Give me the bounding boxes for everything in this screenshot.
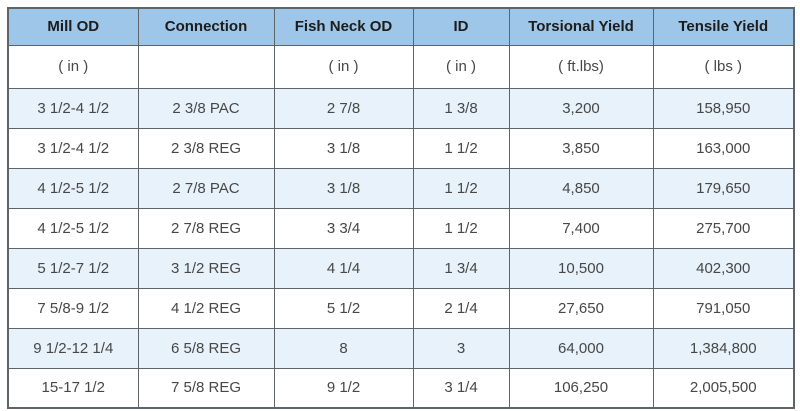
- table-cell: 4 1/2-5 1/2: [7, 207, 139, 249]
- table-cell: 5 1/2: [273, 287, 414, 329]
- table-cell: 9 1/2: [273, 367, 414, 409]
- table-cell: 7,400: [508, 207, 654, 249]
- column-header-mill-od: Mill OD: [7, 7, 139, 46]
- table-cell: 7 5/8-9 1/2: [7, 287, 139, 329]
- table-cell: 4,850: [508, 167, 654, 209]
- column-header-torsional-yield: Torsional Yield: [508, 7, 654, 46]
- table-cell: 4 1/2 REG: [137, 287, 275, 329]
- table-cell: 2 7/8: [273, 87, 414, 129]
- table-row: 4 1/2-5 1/2 2 7/8 PAC 3 1/8 1 1/2 4,850 …: [7, 167, 795, 209]
- table-cell: 6 5/8 REG: [137, 327, 275, 369]
- column-header-fish-neck-od: Fish Neck OD: [273, 7, 414, 46]
- column-header-id: ID: [412, 7, 510, 46]
- table-cell: 179,650: [652, 167, 795, 209]
- unit-cell-connection: [137, 44, 275, 89]
- table-cell: 3 1/2-4 1/2: [7, 127, 139, 169]
- table-row: 5 1/2-7 1/2 3 1/2 REG 4 1/4 1 3/4 10,500…: [7, 247, 795, 289]
- table-cell: 791,050: [652, 287, 795, 329]
- table-cell: 64,000: [508, 327, 654, 369]
- header-row: Mill OD Connection Fish Neck OD ID Torsi…: [7, 7, 795, 46]
- column-header-tensile-yield: Tensile Yield: [652, 7, 795, 46]
- table-cell: 2 7/8 PAC: [137, 167, 275, 209]
- table-row: 7 5/8-9 1/2 4 1/2 REG 5 1/2 2 1/4 27,650…: [7, 287, 795, 329]
- table-cell: 10,500: [508, 247, 654, 289]
- table-cell: 7 5/8 REG: [137, 367, 275, 409]
- table-cell: 4 1/4: [273, 247, 414, 289]
- table-cell: 402,300: [652, 247, 795, 289]
- unit-cell-mill-od: ( in ): [7, 44, 139, 89]
- unit-cell-torsional-yield: ( ft.lbs): [508, 44, 654, 89]
- table-row: 3 1/2-4 1/2 2 3/8 PAC 2 7/8 1 3/8 3,200 …: [7, 87, 795, 129]
- table-cell: 1 1/2: [412, 207, 510, 249]
- table-row: 9 1/2-12 1/4 6 5/8 REG 8 3 64,000 1,384,…: [7, 327, 795, 369]
- table-cell: 2 7/8 REG: [137, 207, 275, 249]
- table-cell: 2 3/8 PAC: [137, 87, 275, 129]
- table-cell: 1 3/8: [412, 87, 510, 129]
- table-cell: 8: [273, 327, 414, 369]
- mill-spec-table: Mill OD Connection Fish Neck OD ID Torsi…: [7, 7, 795, 409]
- table-cell: 163,000: [652, 127, 795, 169]
- table-row: 3 1/2-4 1/2 2 3/8 REG 3 1/8 1 1/2 3,850 …: [7, 127, 795, 169]
- table-cell: 1 1/2: [412, 167, 510, 209]
- table-cell: 27,650: [508, 287, 654, 329]
- table-cell: 1 1/2: [412, 127, 510, 169]
- table-cell: 4 1/2-5 1/2: [7, 167, 139, 209]
- table-cell: 3 1/4: [412, 367, 510, 409]
- table-cell: 15-17 1/2: [7, 367, 139, 409]
- table-cell: 2 3/8 REG: [137, 127, 275, 169]
- table-cell: 3: [412, 327, 510, 369]
- table-cell: 3,200: [508, 87, 654, 129]
- table-cell: 275,700: [652, 207, 795, 249]
- table-cell: 3 1/2-4 1/2: [7, 87, 139, 129]
- table-cell: 3 1/8: [273, 127, 414, 169]
- table-row: 15-17 1/2 7 5/8 REG 9 1/2 3 1/4 106,250 …: [7, 367, 795, 409]
- column-header-connection: Connection: [137, 7, 275, 46]
- units-row: ( in ) ( in ) ( in ) ( ft.lbs) ( lbs ): [7, 44, 795, 89]
- table-cell: 1 3/4: [412, 247, 510, 289]
- unit-cell-fish-neck-od: ( in ): [273, 44, 414, 89]
- table-cell: 106,250: [508, 367, 654, 409]
- table-cell: 3 3/4: [273, 207, 414, 249]
- table-cell: 5 1/2-7 1/2: [7, 247, 139, 289]
- table-cell: 158,950: [652, 87, 795, 129]
- table-cell: 1,384,800: [652, 327, 795, 369]
- unit-cell-id: ( in ): [412, 44, 510, 89]
- table-cell: 3 1/8: [273, 167, 414, 209]
- table-cell: 2,005,500: [652, 367, 795, 409]
- table-cell: 3 1/2 REG: [137, 247, 275, 289]
- table-row: 4 1/2-5 1/2 2 7/8 REG 3 3/4 1 1/2 7,400 …: [7, 207, 795, 249]
- table-cell: 9 1/2-12 1/4: [7, 327, 139, 369]
- table-cell: 3,850: [508, 127, 654, 169]
- table-cell: 2 1/4: [412, 287, 510, 329]
- unit-cell-tensile-yield: ( lbs ): [652, 44, 795, 89]
